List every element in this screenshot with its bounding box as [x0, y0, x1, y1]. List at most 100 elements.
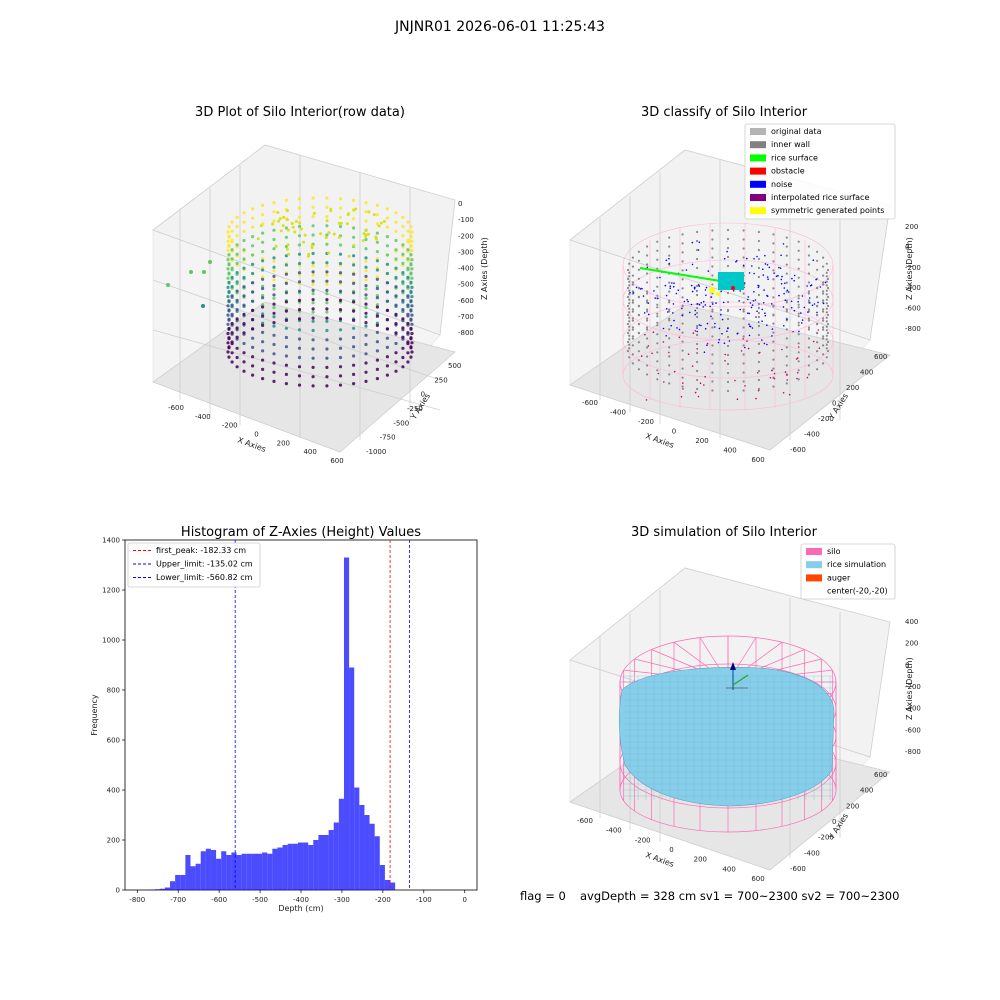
- simulation-panel: 3D simulation of Silo Interior -600 -400 -…: [570, 525, 921, 883]
- classify-x-tick-label: -200: [638, 418, 654, 426]
- simulation-legend-entry-swatch: [806, 561, 822, 568]
- classify-x-tick-label: 600: [751, 456, 764, 464]
- histogram-bar: [385, 880, 390, 890]
- raw-panel-title: 3D Plot of Silo Interior(row data): [195, 105, 405, 120]
- simulation-legend-entry-label: silo: [827, 547, 841, 556]
- classify-x-tick-label: 200: [695, 437, 708, 445]
- histogram-bar: [180, 875, 185, 890]
- classify-x-tick-label: 0: [672, 428, 676, 436]
- histogram-y-tick-label: 1400: [102, 537, 120, 545]
- histogram-title: Histogram of Z-Axies (Height) Values: [181, 525, 421, 540]
- raw-x-tick-label: -200: [222, 422, 238, 430]
- histogram-panel: Histogram of Z-Axies (Height) Values -80…: [90, 525, 477, 913]
- classify-legend-entry-label: interpolated rice surface: [771, 193, 869, 202]
- histogram-legend-label: Upper_limit: -135.02 cm: [156, 560, 253, 569]
- classify-y-tick-label: -400: [804, 431, 820, 439]
- histogram-bar: [211, 850, 216, 890]
- simulation-y-tick-label: -600: [790, 865, 806, 873]
- histogram-bar: [150, 890, 155, 891]
- raw-x-tick-label: 200: [277, 439, 290, 447]
- histogram-bar: [155, 889, 160, 890]
- raw-x-tick-label: 600: [330, 457, 343, 465]
- raw-z-tick-label: -800: [458, 329, 474, 337]
- classify-legend: original datainner wallrice surfaceobsta…: [745, 124, 895, 219]
- histogram-x-tick-label: -800: [129, 896, 145, 904]
- histogram-bar: [185, 855, 190, 890]
- raw-z-tick-label: -600: [458, 297, 474, 305]
- histogram-bar: [216, 859, 221, 890]
- histogram-bar: [390, 883, 395, 891]
- raw-z-tick-label: 0: [458, 200, 462, 208]
- classify-y-tick-label: 600: [874, 353, 887, 361]
- histogram-bar: [242, 854, 247, 890]
- histogram-bar: [359, 805, 364, 890]
- histogram-bar: [318, 835, 323, 890]
- raw-y-tick-label: -1000: [366, 448, 386, 456]
- raw-x-tick-label: 0: [254, 431, 258, 439]
- classify-legend-entry-swatch: [750, 154, 766, 161]
- simulation-legend: silorice simulationaugercenter(-20,-20): [801, 544, 895, 599]
- figure-suptitle: JNJNR01 2026-06-01 11:25:43: [394, 19, 605, 35]
- simulation-legend-entry-label: rice simulation: [827, 560, 886, 569]
- histogram-y-tick-label: 800: [107, 687, 120, 695]
- raw-y-tick-label: 500: [448, 362, 461, 370]
- raw-z-axis-label: Z Axies (Depth): [480, 237, 489, 300]
- classify-z-tick-label: -800: [905, 325, 921, 333]
- raw-x-tick-label: -600: [168, 404, 184, 412]
- simulation-z-axis-label: Z Axies (Depth): [905, 657, 914, 720]
- histogram-legend: first_peak: -182.33 cm Upper_limit: -135.…: [128, 543, 260, 587]
- simulation-legend-entry-swatch: [806, 548, 822, 555]
- raw-z-tick-label: -200: [458, 232, 474, 240]
- histogram-x-tick-label: -300: [334, 896, 350, 904]
- histogram-bar: [201, 851, 206, 890]
- simulation-x-tick-label: -600: [577, 817, 593, 825]
- histogram-bar: [190, 866, 195, 890]
- histogram-plot-area: [125, 540, 477, 890]
- classify-y-tick-label: 400: [860, 369, 873, 377]
- simulation-y-tick-label: 400: [860, 787, 873, 795]
- histogram-bar: [247, 854, 252, 890]
- classify-legend-entry-label: inner wall: [771, 140, 810, 149]
- histogram-legend-label: first_peak: -182.33 cm: [156, 546, 246, 555]
- histogram-x-tick-label: -600: [211, 896, 227, 904]
- raw-x-tick-label: -400: [195, 413, 211, 421]
- histogram-x-tick-label: -400: [293, 896, 309, 904]
- histogram-y-ticks: 0 200 400 600 800 1000 1200 1400: [102, 537, 125, 895]
- histogram-bar: [308, 845, 313, 890]
- simulation-legend-entry-swatch: [806, 574, 822, 581]
- histogram-bar: [206, 849, 211, 890]
- classify-x-tick-label: -600: [582, 399, 598, 407]
- classify-legend-entry-swatch: [750, 128, 766, 135]
- histogram-bar: [303, 843, 308, 891]
- histogram-bar: [221, 851, 226, 890]
- histogram-x-axis-label: Depth (cm): [278, 904, 323, 913]
- histogram-bar: [354, 788, 359, 891]
- histogram-y-tick-label: 1200: [102, 587, 120, 595]
- classify-legend-entry-label: obstacle: [771, 167, 805, 176]
- histogram-bar: [370, 824, 375, 890]
- histogram-bar: [324, 835, 329, 890]
- histogram-x-ticks: -800 -700 -600 -500 -400 -300 -200 -100 0: [129, 890, 467, 904]
- classify-x-tick-label: -400: [610, 409, 626, 417]
- simulation-legend-entry-label: auger: [827, 573, 851, 582]
- simulation-z-tick-label: 400: [905, 618, 918, 626]
- classify-z-axis-label: Z Axies (Depth): [905, 237, 914, 300]
- classify-legend-entry-swatch: [750, 194, 766, 201]
- raw-panel: 3D Plot of Silo Interior(row data) -600 -…: [153, 105, 489, 465]
- raw-z-tick-label: -300: [458, 248, 474, 256]
- simulation-y-tick-label: -400: [804, 849, 820, 857]
- simulation-y-tick-label: 600: [874, 771, 887, 779]
- histogram-bar: [257, 854, 262, 890]
- histogram-bar: [349, 668, 354, 891]
- raw-z-tick-label: -500: [458, 281, 474, 289]
- histogram-bar: [196, 864, 201, 890]
- simulation-panel-title: 3D simulation of Silo Interior: [631, 525, 818, 540]
- simulation-y-tick-label: 200: [846, 802, 859, 810]
- raw-y-tick-label: 250: [434, 376, 447, 384]
- histogram-bar: [364, 815, 369, 890]
- classify-x-axis-label: X Axies: [644, 431, 675, 450]
- classify-x-tick-label: 400: [723, 447, 736, 455]
- histogram-bar: [283, 845, 288, 890]
- histogram-y-tick-label: 600: [107, 737, 120, 745]
- classify-panel-title: 3D classify of Silo Interior: [641, 105, 808, 120]
